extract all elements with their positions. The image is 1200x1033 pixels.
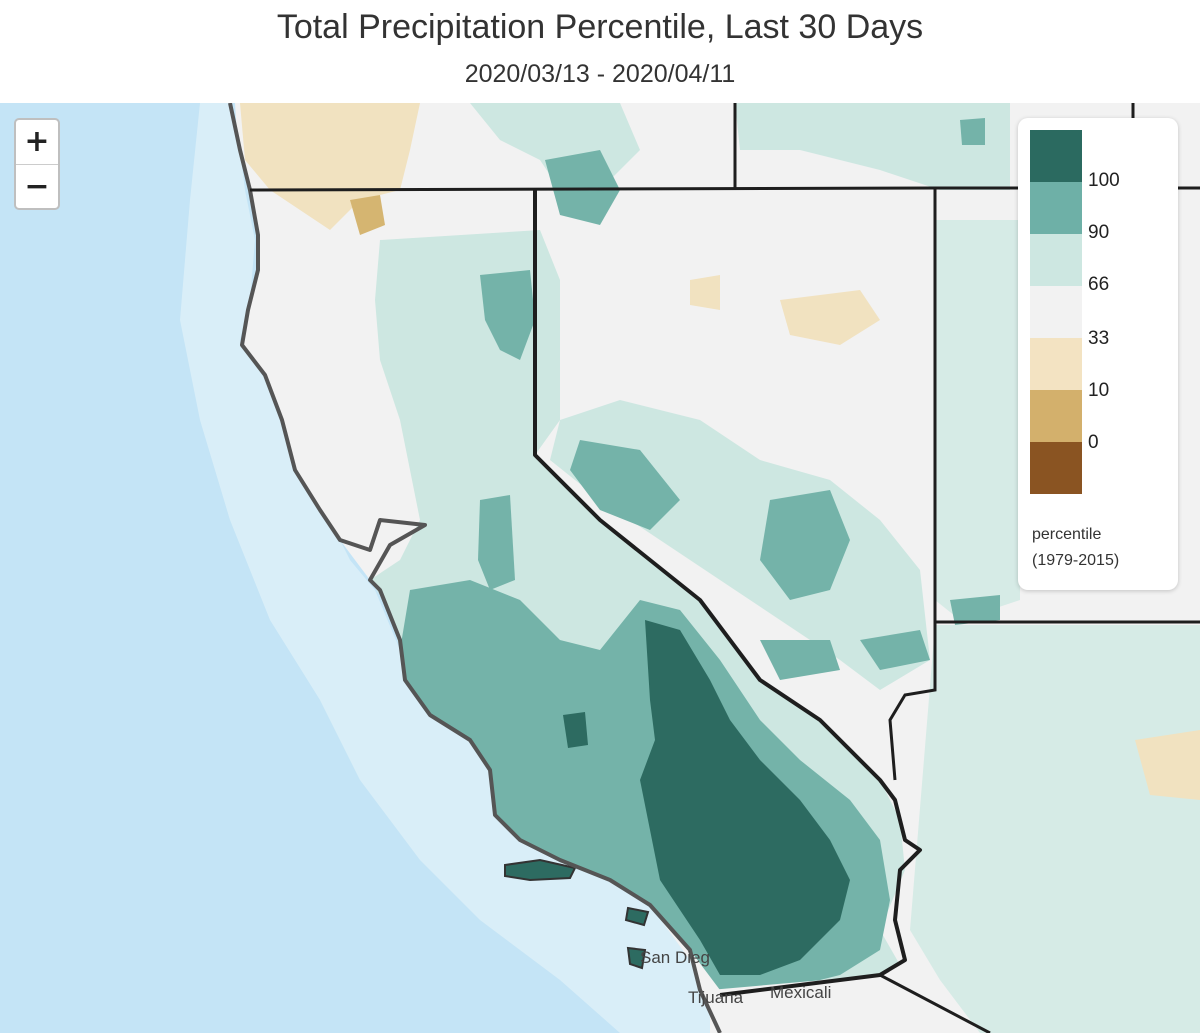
date-range: 2020/03/13 - 2020/04/11 [464,60,736,88]
place-label-san-diego: San Dieg [640,948,710,967]
idaho-wet-core [960,118,985,145]
oregon-dry-patch [240,103,420,230]
precipitation-map[interactable] [0,103,1200,1033]
santa-catalina-island [624,906,650,927]
legend-swatch-66 [1030,234,1082,286]
nevada-dry-patch-2 [690,275,720,310]
nevada-wet-4 [860,630,930,670]
nevada-wet-2 [760,490,850,600]
map-header: Total Precipitation Percentile, Last 30 … [0,0,1200,103]
legend-caption-period: (1979-2015) [1032,552,1120,569]
legend-swatch-0 [1030,390,1082,442]
socal-peak-wet [640,620,850,975]
legend-swatch-33 [1030,286,1082,338]
san-clemente-island [626,946,647,970]
map-canvas[interactable]: San Dieg Tijuana Mexicali [0,103,1200,1033]
idaho-wet-patch [735,103,1010,190]
utah-wet-core [950,595,1000,625]
zoom-control: + − [14,118,60,210]
legend-swatch-90 [1030,182,1082,234]
legend-label-100: 100 [1088,170,1120,191]
nearshore-water [180,103,720,1033]
mexico-area [710,965,980,1033]
ca-nv-az-border [533,190,922,997]
legend-swatch-100 [1030,130,1082,182]
channel-islands-north [504,858,577,882]
nevada-wet-1 [570,440,680,530]
place-label-tijuana: Tijuana [688,988,744,1007]
nevada-wet-3 [760,640,840,680]
legend-swatch-min [1030,442,1082,494]
az-mexico-border [879,973,991,1033]
utah-wet-patch [935,220,1020,620]
zoom-in-button[interactable]: + [16,120,58,165]
legend-label-33: 33 [1088,328,1110,349]
legend-label-0: 0 [1088,432,1099,453]
legend-label-66: 66 [1088,274,1110,295]
legend-panel: 100 90 66 33 10 0 percentile (1979-2015) [1018,118,1178,590]
map-title: Total Precipitation Percentile, Last 30 … [276,8,924,46]
arizona-wet-patch [910,625,1200,1033]
legend-label-90: 90 [1088,222,1110,243]
sierra-wet-1 [478,495,515,590]
oregon-wet-core [545,150,620,225]
coastal-peak-wet [563,712,588,748]
oregon-dry-core [350,195,385,235]
legend-label-10: 10 [1088,380,1110,401]
legend-swatch-10 [1030,338,1082,390]
legend-caption-percentile: percentile [1032,526,1102,543]
place-label-mexicali: Mexicali [770,983,832,1002]
nevada-dry-patch-1 [780,290,880,345]
coastline [228,103,722,1033]
lake-tahoe-wet [480,270,535,360]
nv-ut-az-border [888,188,937,781]
zoom-out-button[interactable]: − [24,169,50,204]
